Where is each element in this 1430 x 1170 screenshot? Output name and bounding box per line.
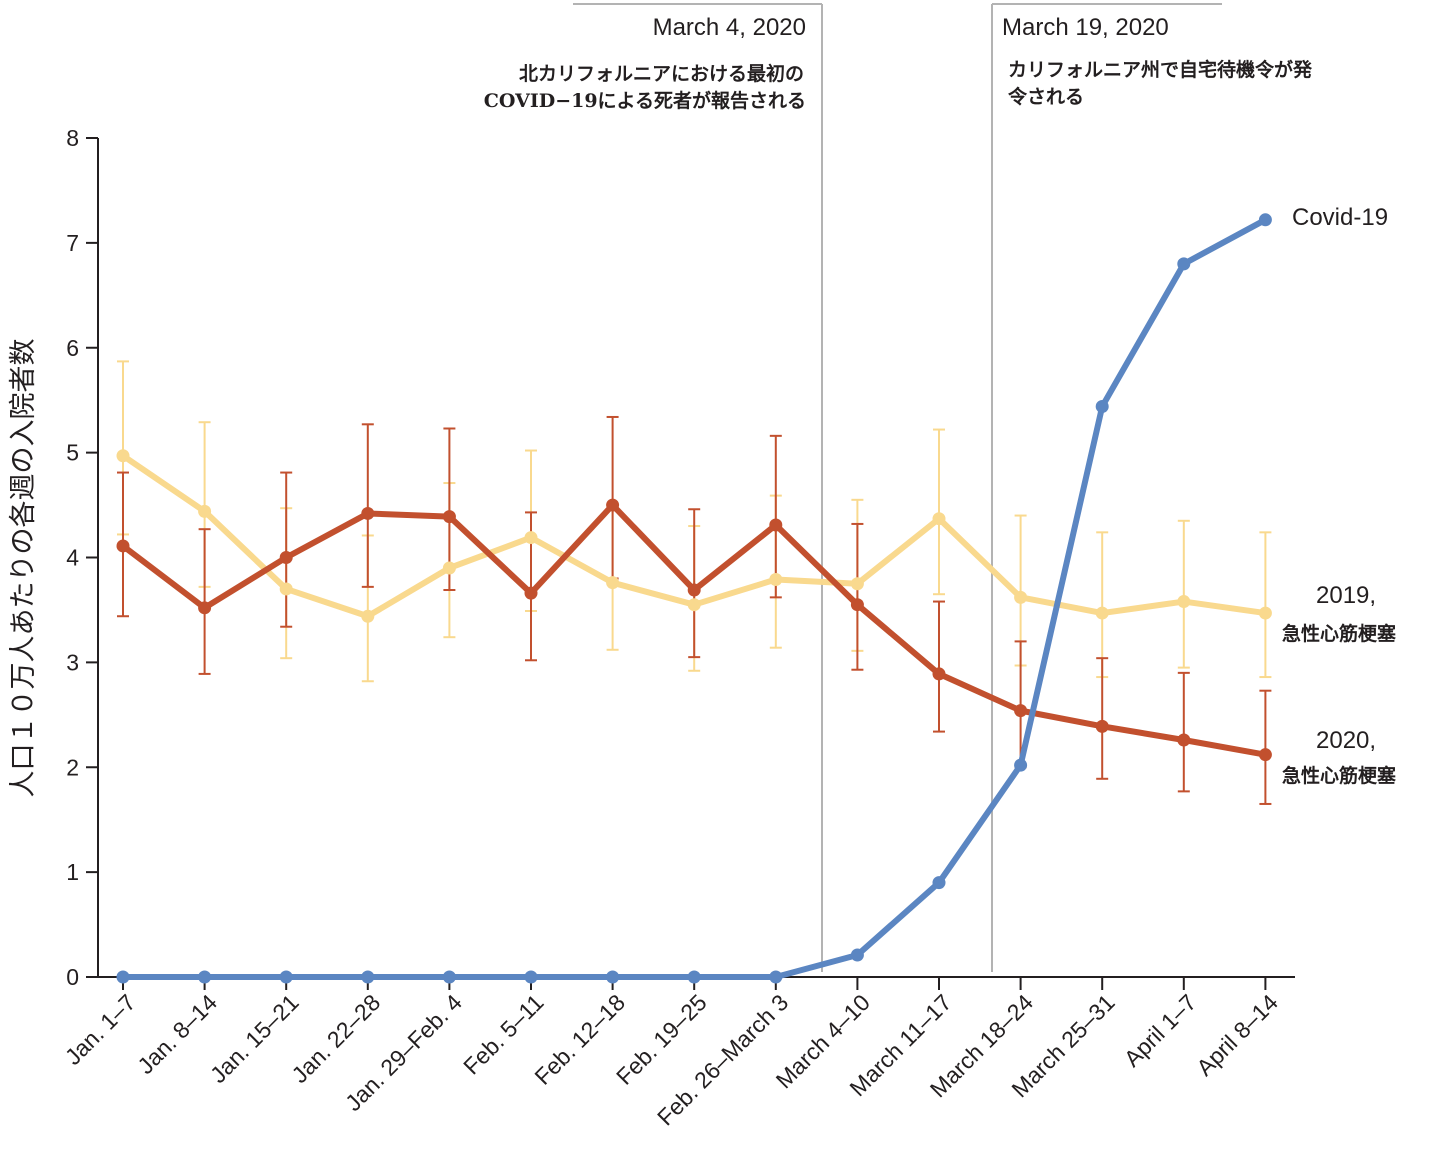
data-point-2020: [116, 539, 130, 553]
data-point-2020: [361, 506, 375, 520]
annotation-march-4: March 4, 2020 北カリフォルニアにおける最初の COVID−19によ…: [484, 3, 823, 972]
data-point-2020: [1258, 748, 1272, 762]
series-label-covid: Covid-19: [1292, 204, 1388, 231]
annotation-march-19-text-line2: 令される: [1008, 85, 1084, 108]
annotation-march-4-date: March 4, 2020: [653, 14, 806, 41]
data-point-2019: [1014, 590, 1028, 604]
data-point-2020: [1095, 719, 1109, 733]
data-point-2019: [198, 504, 212, 518]
data-point-2020: [198, 601, 212, 615]
data-point-2020: [687, 583, 701, 597]
data-point-2020: [850, 598, 864, 612]
series-label-2019-name: 急性心筋梗塞: [1282, 622, 1397, 645]
data-point-covid: [1258, 213, 1272, 227]
data-point-covid: [606, 970, 620, 984]
annotation-march-19: March 19, 2020 カリフォルニア州で自宅待機令が発 令される: [991, 3, 1313, 972]
data-point-2020: [1177, 733, 1191, 747]
data-point-covid: [769, 970, 783, 984]
data-point-2019: [361, 609, 375, 623]
series-points: [116, 213, 1272, 984]
data-point-2019: [116, 449, 130, 463]
data-point-2019: [769, 573, 783, 587]
data-point-covid: [1095, 399, 1109, 413]
x-tick-label: April 8–14: [1191, 989, 1283, 1081]
annotation-march-4-text-line2: COVID−19による死者が報告される: [484, 89, 806, 112]
y-tick-label: 0: [66, 964, 79, 990]
series-label-2019-year: 2019,: [1316, 582, 1376, 609]
data-point-2019: [279, 582, 293, 596]
y-tick-label: 2: [66, 754, 79, 780]
y-tick-label: 6: [66, 335, 79, 361]
data-point-covid: [442, 970, 456, 984]
series-label-2020-year: 2020,: [1316, 727, 1376, 754]
data-point-2019: [1177, 595, 1191, 609]
y-tick-label: 1: [66, 859, 79, 885]
data-point-2019: [850, 577, 864, 591]
y-tick-label: 3: [66, 649, 79, 675]
data-point-covid: [198, 970, 212, 984]
data-point-covid: [524, 970, 538, 984]
x-tick-label: April 1–7: [1119, 989, 1202, 1072]
data-point-2019: [1095, 606, 1109, 620]
y-axis-label: 人口１０万人あたりの各週の入院者数: [8, 339, 39, 798]
data-point-2019: [606, 576, 620, 590]
data-point-covid: [850, 948, 864, 962]
data-point-2019: [442, 561, 456, 575]
data-point-covid: [279, 970, 293, 984]
data-point-2020: [932, 667, 946, 681]
annotation-march-19-date: March 19, 2020: [1002, 14, 1169, 41]
y-tick-label: 8: [66, 125, 79, 151]
series-label-2020-name: 急性心筋梗塞: [1282, 764, 1397, 787]
y-tick-label: 4: [66, 545, 79, 571]
data-point-covid: [932, 876, 946, 890]
data-point-2020: [279, 551, 293, 564]
data-point-2019: [1258, 606, 1272, 620]
x-tick-label: Jan. 1–7: [60, 989, 141, 1070]
data-point-covid: [1177, 257, 1191, 271]
data-point-covid: [116, 970, 130, 984]
data-point-2019: [687, 598, 701, 612]
y-axis-ticks: 0 1 2 3 4 5 6 7 8: [66, 125, 98, 990]
y-tick-label: 5: [66, 440, 79, 466]
data-point-covid: [687, 970, 701, 984]
y-tick-label: 7: [66, 230, 79, 256]
data-point-2019: [524, 531, 538, 545]
data-point-2020: [769, 518, 783, 532]
annotation-march-4-text-line1: 北カリフォルニアにおける最初の: [519, 62, 804, 85]
annotation-march-19-text-line1: カリフォルニア州で自宅待機令が発: [1008, 58, 1313, 81]
data-point-covid: [361, 970, 375, 984]
data-point-2019: [932, 512, 946, 526]
data-point-covid: [1014, 758, 1028, 772]
data-point-2020: [442, 510, 456, 524]
data-point-2020: [524, 586, 538, 600]
data-point-2020: [1014, 704, 1028, 718]
data-point-2020: [606, 498, 620, 512]
